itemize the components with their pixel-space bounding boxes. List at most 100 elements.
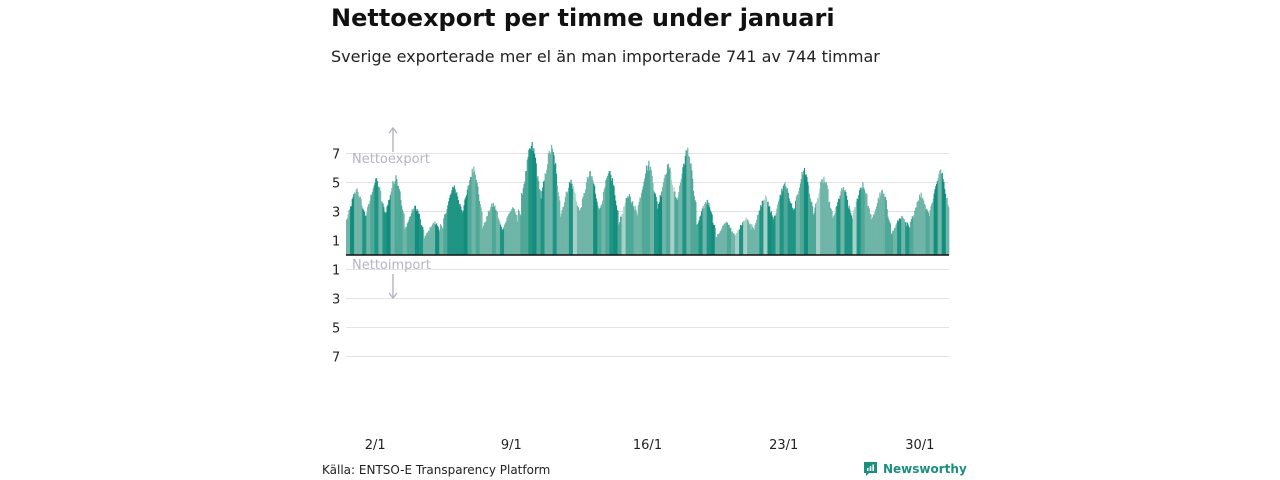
hour-bar [470, 176, 472, 255]
hour-bar [604, 186, 606, 255]
hour-bar [482, 225, 485, 255]
hour-bar [823, 176, 825, 255]
hour-bar [893, 228, 896, 255]
hour-bar [572, 188, 574, 255]
hour-bar [378, 187, 380, 255]
hour-bar [516, 214, 518, 255]
hour-bar [675, 197, 677, 255]
hour-bar [891, 233, 893, 255]
hour-bar [658, 203, 660, 255]
hour-bar [679, 182, 682, 255]
hour-bar [538, 181, 540, 255]
hour-bar [623, 206, 625, 255]
hour-bar [814, 207, 816, 255]
hour-bar [873, 214, 875, 255]
hour-bar [746, 219, 748, 255]
hour-bar [615, 200, 617, 255]
hour-bar [768, 206, 770, 255]
hour-bar [648, 160, 650, 255]
hour-bar [573, 191, 575, 255]
hour-bar [672, 191, 674, 255]
hour-bar [760, 205, 762, 255]
hour-bar [903, 219, 905, 255]
hour-bar [863, 187, 865, 255]
hour-bar [410, 216, 412, 255]
hour-bar [899, 218, 901, 255]
hour-bar [901, 216, 904, 255]
hour-bar [681, 173, 683, 255]
import-arrow-head-icon [388, 292, 398, 300]
hour-bar [558, 196, 560, 255]
hour-bar [884, 196, 886, 255]
hour-bar [539, 190, 541, 255]
hour-bar [375, 178, 378, 255]
hour-bar [617, 210, 619, 255]
hour-bar [600, 205, 602, 255]
hour-bar [554, 164, 556, 255]
hour-bar [651, 175, 653, 255]
hour-bar [352, 197, 354, 255]
hour-bar [747, 219, 749, 255]
hour-bar [821, 179, 823, 255]
hour-bar [570, 179, 572, 255]
hour-bar [928, 216, 930, 255]
hour-bar [537, 175, 539, 255]
hour-bar [837, 198, 840, 255]
hour-bar [388, 200, 390, 255]
hour-bar [947, 204, 949, 255]
hour-bar [622, 213, 624, 255]
hour-bar [507, 215, 509, 255]
hour-bar [495, 209, 497, 255]
hour-bar [927, 212, 930, 255]
hour-bar [674, 191, 676, 255]
hour-bar [862, 182, 864, 255]
hour-bar [860, 187, 862, 255]
hour-bar [925, 209, 927, 255]
hour-bar [766, 201, 768, 255]
hour-bar [566, 193, 568, 255]
hour-bar [508, 213, 511, 255]
hour-bar [508, 214, 510, 255]
hour-bar [627, 196, 629, 255]
hour-bar [904, 222, 906, 255]
hour-bar [541, 191, 543, 255]
hour-bar [713, 225, 715, 255]
hour-bar [720, 230, 722, 255]
hour-bar [717, 234, 719, 255]
hour-bar [877, 197, 879, 255]
hour-bar [477, 186, 479, 255]
hour-bar [549, 154, 551, 255]
hour-bar [758, 210, 760, 255]
x-tick-label: 2/1 [365, 438, 386, 453]
hour-bar [850, 212, 852, 255]
hour-bar [859, 187, 862, 255]
hour-bar [564, 196, 566, 255]
hour-bar [534, 153, 536, 255]
hour-bar [437, 226, 439, 255]
hour-bar [826, 185, 828, 255]
hour-bar [939, 170, 941, 255]
hour-bar [724, 223, 726, 255]
hour-bar [448, 197, 451, 255]
hour-bar [787, 192, 789, 255]
hour-bar [726, 222, 729, 255]
hour-bar [812, 206, 814, 255]
hour-bar [440, 224, 442, 255]
chart-title: Nettoexport per timme under januari [331, 4, 835, 32]
hour-bar [820, 180, 823, 255]
hour-bar [601, 204, 603, 255]
hour-bar [808, 193, 810, 255]
hour-bar [838, 198, 840, 255]
hour-bar [369, 200, 371, 255]
hour-bar [799, 187, 801, 255]
hour-bar [354, 192, 356, 255]
hour-bar [750, 229, 752, 255]
hour-bar [923, 200, 925, 255]
hour-bar [653, 190, 655, 255]
hour-bar [421, 225, 423, 255]
hour-bar [666, 173, 668, 255]
hour-bar [370, 194, 372, 255]
hour-bar [458, 204, 460, 255]
hour-bar [866, 193, 868, 255]
hour-bar [709, 210, 712, 255]
